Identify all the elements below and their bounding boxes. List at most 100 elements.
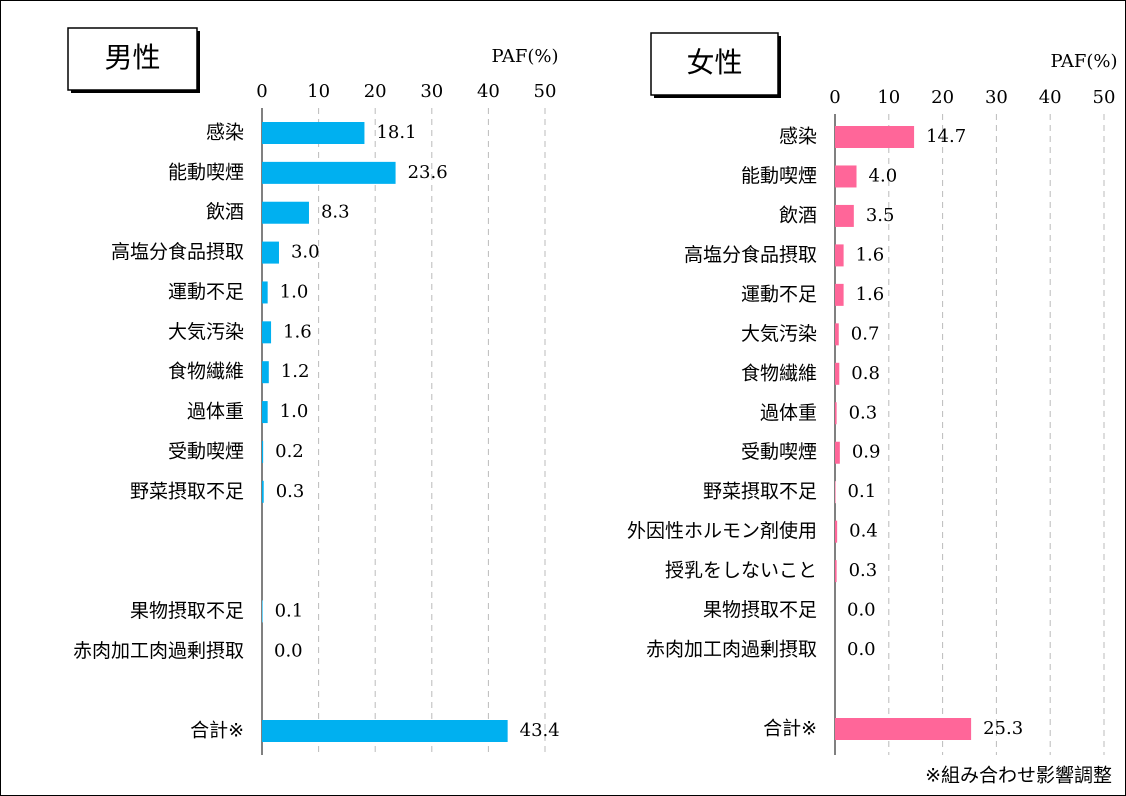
value-label: 0.4 [849,521,878,542]
bar [262,361,269,384]
y-tick-label: 果物摂取不足 [130,600,244,622]
bar [835,323,839,346]
value-label: 0.1 [848,481,877,502]
y-tick-label: 大気汚染 [168,321,244,343]
y-tick-label: 外因性ホルモン剤使用 [627,520,817,542]
bar [262,161,396,184]
y-tick-label: 運動不足 [168,281,244,303]
value-label: 1.6 [856,244,885,265]
axis-label: PAF(%) [1050,51,1117,72]
value-label: 0.8 [851,363,880,384]
value-label: 0.3 [849,560,878,581]
bar [835,165,857,188]
y-tick-label: 飲酒 [206,201,244,223]
bar [835,560,837,583]
value-label: 18.1 [376,122,416,143]
value-label: 0.0 [274,640,303,661]
title-box [67,27,198,91]
value-label: 43.4 [520,720,560,741]
bar [835,718,972,740]
y-tick-label: 過体重 [760,402,817,424]
x-tick-label: 50 [1093,87,1116,108]
bar [835,126,915,148]
x-tick-label: 0 [829,87,840,108]
x-tick-label: 0 [256,81,267,102]
bar [835,520,838,543]
y-tick-label: 合計※ [763,718,817,740]
y-tick-label: 感染 [206,122,244,144]
y-tick-label: 能動喫煙 [741,165,817,187]
y-tick-label: 野菜摂取不足 [130,480,244,502]
y-tick-label: 食物繊維 [741,362,817,384]
y-tick-label: 果物摂取不足 [703,599,817,621]
value-label: 1.6 [283,321,312,342]
x-tick-label: 40 [477,81,500,102]
bar [835,244,844,267]
value-label: 1.0 [280,281,309,302]
chart-title: 男性 [104,41,160,74]
bar [835,402,837,425]
value-label: 0.9 [852,442,881,463]
value-label: 14.7 [926,126,966,147]
value-label: 1.2 [281,361,310,382]
bar [262,600,263,623]
x-tick-label: 20 [931,87,954,108]
bar [835,441,840,464]
bar [835,481,836,504]
y-tick-label: 飲酒 [779,204,817,226]
bar [262,241,279,264]
axis-label: PAF(%) [491,46,558,67]
bar [262,122,365,144]
value-label: 1.6 [856,284,885,305]
x-tick-label: 50 [534,81,557,102]
x-tick-label: 40 [1039,87,1062,108]
title-box [650,32,779,96]
y-tick-label: 野菜摂取不足 [703,481,817,503]
bar [835,362,840,385]
y-tick-label: 合計※ [190,720,244,742]
value-label: 0.2 [275,441,304,462]
value-label: 3.5 [866,205,895,226]
value-label: 3.0 [291,242,320,263]
value-label: 0.0 [847,639,876,660]
chart-title: 女性 [686,46,742,79]
bar [262,201,309,224]
value-label: 23.6 [408,162,448,183]
footnote: ※組み合わせ影響調整 [925,765,1112,787]
y-tick-label: 運動不足 [741,283,817,305]
x-tick-label: 10 [307,81,330,102]
x-tick-label: 30 [985,87,1008,108]
bar [835,204,854,227]
value-label: 4.0 [869,165,898,186]
x-tick-label: 30 [420,81,443,102]
value-label: 8.3 [321,202,350,223]
value-label: 1.0 [280,401,309,422]
y-tick-label: 高塩分食品摂取 [111,241,244,263]
y-tick-label: 赤肉加工肉過剰摂取 [646,639,817,661]
y-tick-label: 食物繊維 [168,361,244,383]
y-tick-label: 授乳をしないこと [665,560,817,582]
bar [262,321,272,344]
value-label: 25.3 [983,718,1023,739]
value-label: 0.3 [849,402,878,423]
y-tick-label: 感染 [779,126,817,148]
bar [262,720,508,742]
y-tick-label: 大気汚染 [741,323,817,345]
y-tick-label: 受動喫煙 [168,440,244,462]
bar [262,440,264,463]
x-tick-label: 20 [364,81,387,102]
y-tick-label: 高塩分食品摂取 [684,244,817,266]
value-label: 0.3 [276,481,305,502]
y-tick-label: 受動喫煙 [741,441,817,463]
y-tick-label: 赤肉加工肉過剰摂取 [73,640,244,662]
y-tick-label: 過体重 [187,401,244,423]
bar [262,401,268,424]
bar [262,480,264,503]
value-label: 0.1 [275,600,304,621]
x-tick-label: 10 [877,87,900,108]
value-label: 0.0 [847,600,876,621]
y-tick-label: 能動喫煙 [168,161,244,183]
value-label: 0.7 [851,323,880,344]
